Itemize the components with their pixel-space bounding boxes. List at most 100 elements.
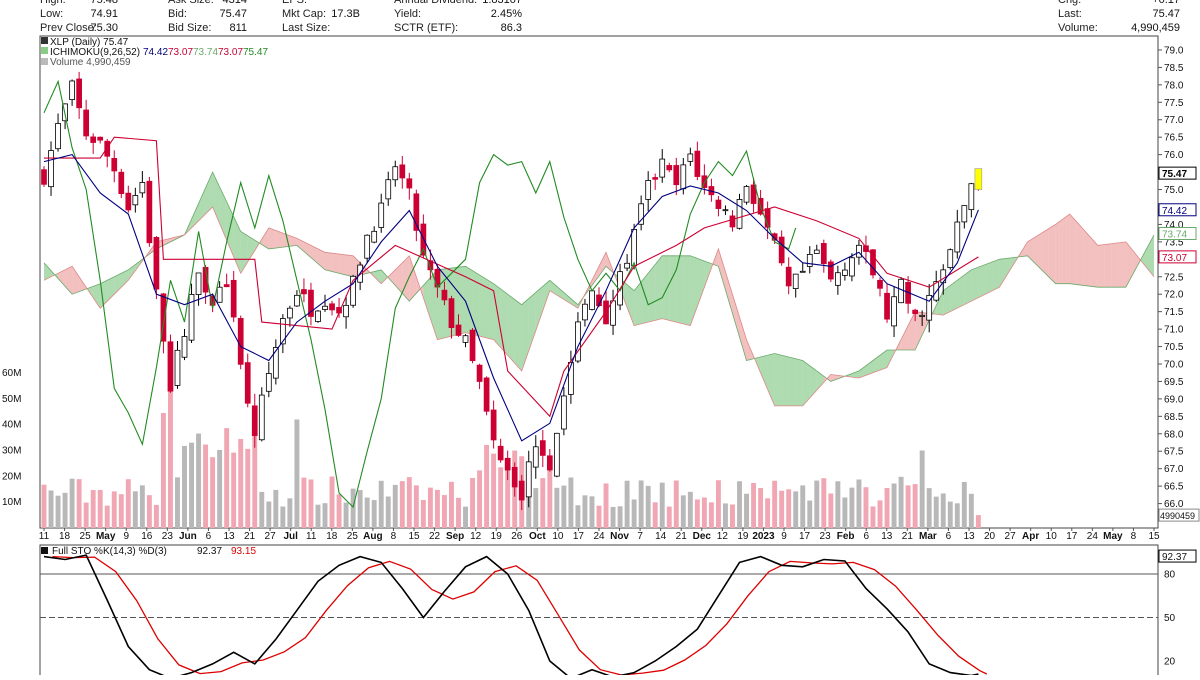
volume-tick-label: 30M xyxy=(2,445,21,456)
cloud-segment xyxy=(381,269,389,284)
candle-body xyxy=(497,445,504,461)
volume-bar xyxy=(343,502,349,528)
quote-value: 75.47 xyxy=(1152,8,1180,20)
candle-body xyxy=(610,300,616,326)
candle-body xyxy=(680,164,687,190)
volume-bar xyxy=(224,428,230,528)
x-tick-label: 9 xyxy=(123,531,129,542)
candle-body xyxy=(329,303,335,311)
cloud-segment xyxy=(591,266,599,286)
x-tick-label: 8 xyxy=(391,531,397,542)
volume-tick-label: 10M xyxy=(2,497,21,508)
price-tick-label: 68.5 xyxy=(1164,412,1184,423)
candle-body xyxy=(69,80,75,101)
candle-body xyxy=(539,440,546,456)
volume-bar xyxy=(371,500,377,528)
candle-body xyxy=(287,307,293,319)
cloud-segment xyxy=(858,365,866,378)
cloud-segment xyxy=(493,283,501,348)
cloud-segment xyxy=(65,266,73,295)
price-tick-label: 72.0 xyxy=(1164,290,1184,301)
candle-body xyxy=(849,257,855,277)
quote-value: 4,990,459 xyxy=(1131,22,1180,34)
volume-bar xyxy=(203,444,209,528)
cloud-segment xyxy=(760,355,768,390)
volume-bar xyxy=(97,489,103,528)
cloud-segment xyxy=(296,238,304,252)
volume-bar xyxy=(231,452,237,528)
kijun-line xyxy=(44,136,979,418)
x-tick-label: 12 xyxy=(717,531,729,542)
volume-bar xyxy=(975,515,981,528)
x-tick-label: 21 xyxy=(676,531,688,542)
sto-d-line xyxy=(52,555,988,676)
candle-body xyxy=(41,169,47,185)
volume-bar xyxy=(821,478,827,528)
cloud-segment xyxy=(1020,241,1028,257)
candle-body xyxy=(322,305,328,310)
volume-bar xyxy=(280,506,286,528)
volume-bar xyxy=(146,495,152,528)
cloud-segment xyxy=(1062,216,1067,284)
x-tick-label: 15 xyxy=(408,531,420,542)
candle-body xyxy=(898,278,904,304)
volume-bar xyxy=(104,505,110,528)
volume-last-label: 4990459 xyxy=(1160,511,1195,521)
volume-bar xyxy=(793,491,799,528)
sto-legend-k: 92.37 xyxy=(197,546,222,557)
quote-label: Bid: xyxy=(168,8,187,20)
volume-bar xyxy=(828,493,834,528)
candle-body xyxy=(687,153,694,162)
volume-bar xyxy=(947,501,953,528)
candle-body xyxy=(525,461,532,498)
x-tick-label: Feb xyxy=(837,531,855,542)
candle-body xyxy=(188,294,195,341)
volume-bar xyxy=(954,503,960,528)
candle-body xyxy=(884,292,890,320)
cloud-segment xyxy=(1104,243,1112,288)
volume-bar xyxy=(708,502,714,528)
volume-bar xyxy=(399,481,405,528)
ichimoku-legend-value: 74.42 xyxy=(143,47,168,58)
quote-label: Annual Dividend: xyxy=(394,0,478,6)
volume-tick-label: 20M xyxy=(2,471,21,482)
volume-bar xyxy=(287,498,293,528)
x-tick-label: 20 xyxy=(984,531,996,542)
x-tick-label: 13 xyxy=(881,531,893,542)
candle-body xyxy=(76,78,82,109)
x-tick-label: 7 xyxy=(637,531,643,542)
volume-bar xyxy=(160,413,166,528)
cloud-segment xyxy=(957,275,965,309)
x-tick-label: Jul xyxy=(283,531,298,542)
volume-bar xyxy=(870,506,876,528)
price-tick-label: 67.5 xyxy=(1164,447,1184,458)
cloud-segment xyxy=(1076,221,1084,286)
cloud-segment xyxy=(261,227,269,249)
cloud-segment xyxy=(1059,219,1063,284)
candle-body xyxy=(251,405,258,436)
cloud-segment xyxy=(704,261,712,288)
quote-value: 2.45% xyxy=(490,8,522,20)
candle-body xyxy=(820,243,827,265)
volume-bar xyxy=(730,504,735,528)
x-tick-label: 9 xyxy=(781,531,787,542)
candle-body xyxy=(378,202,385,228)
volume-legend-icon xyxy=(41,58,48,65)
candle-body xyxy=(48,150,54,188)
cloud-segment xyxy=(535,286,543,331)
candle-body xyxy=(813,249,820,254)
volume-bar xyxy=(322,503,328,528)
cloud-segment xyxy=(830,374,838,382)
candle-body xyxy=(301,289,307,295)
volume-bar xyxy=(196,433,202,528)
cloud-segment xyxy=(1139,247,1147,269)
candle-body xyxy=(181,336,188,358)
sto-tick-label: 50 xyxy=(1164,613,1176,624)
cloud-segment xyxy=(388,269,396,286)
volume-bar xyxy=(533,488,539,528)
volume-tick-label: 50M xyxy=(2,394,21,405)
volume-bar xyxy=(968,493,974,528)
cloud-segment xyxy=(781,355,789,406)
sto-tick-label: 20 xyxy=(1164,657,1176,668)
candle-body xyxy=(589,290,595,310)
